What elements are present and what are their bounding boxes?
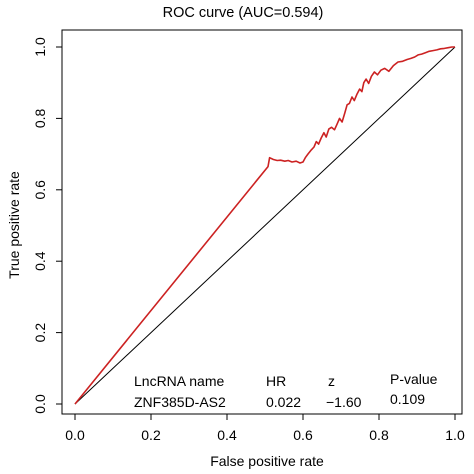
table-cell-p-value: 0.109 <box>390 391 425 407</box>
x-tick-label: 0.6 <box>293 427 313 443</box>
x-tick-label: 0.8 <box>369 427 389 443</box>
table-header-lncrna-name: LncRNA name <box>134 373 224 389</box>
y-tick-label: 0.0 <box>32 394 48 414</box>
table-header-z: z <box>328 373 335 389</box>
chart-title: ROC curve (AUC=0.594) <box>163 5 324 21</box>
roc-curve-line <box>74 46 455 405</box>
x-tick-label: 0.0 <box>65 427 85 443</box>
x-tick-label: 0.2 <box>141 427 161 443</box>
x-axis-label: False positive rate <box>210 453 324 469</box>
table-cell-name: ZNF385D-AS2 <box>134 394 226 410</box>
y-tick-label: 0.8 <box>32 108 48 128</box>
x-tick-label: 0.4 <box>217 427 237 443</box>
plot-frame <box>61 29 463 415</box>
y-axis: 0.0 0.2 0.4 0.6 0.8 1.0 <box>32 37 62 414</box>
y-tick-label: 1.0 <box>32 37 48 57</box>
table-cell-hr: 0.022 <box>266 394 301 410</box>
x-tick-label: 1.0 <box>445 427 465 443</box>
y-tick-label: 0.4 <box>32 251 48 271</box>
table-header-hr: HR <box>266 373 286 389</box>
y-tick-label: 0.2 <box>32 323 48 343</box>
reference-diagonal-line <box>74 46 456 405</box>
x-axis: 0.0 0.2 0.4 0.6 0.8 1.0 <box>65 414 465 443</box>
y-axis-label: True positive rate <box>6 171 22 279</box>
table-header-p-value: P-value <box>390 371 438 387</box>
y-tick-label: 0.6 <box>32 180 48 200</box>
table-cell-z: −1.60 <box>326 394 362 410</box>
